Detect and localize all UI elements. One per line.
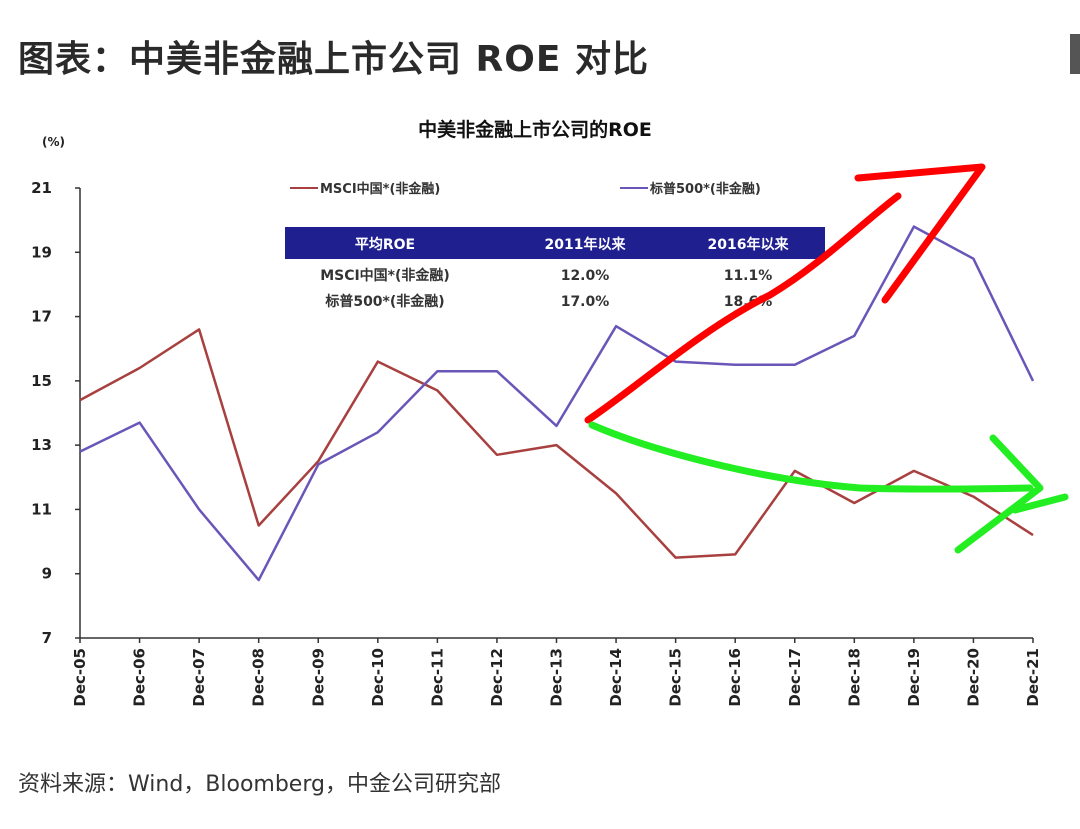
x-tick-label: Dec-11 [428, 648, 446, 707]
x-tick-label: Dec-09 [309, 648, 327, 707]
inset-table-header-bg [285, 227, 825, 259]
inset-table-row-msci-2011: 12.0% [561, 268, 610, 284]
green-arrow-head [954, 434, 1044, 554]
y-tick-label: 9 [42, 565, 52, 583]
inset-table-header-since-2016: 2016年以来 [708, 236, 790, 253]
legend-label-msci: MSCI中国*(非金融) [320, 181, 440, 197]
axes: 7 9 11 13 15 17 19 21 Dec-05 Dec-06 Dec-07 Dec-08 De… [31, 179, 1042, 707]
x-tick-label: Dec-10 [369, 648, 387, 707]
x-tick-label: Dec-13 [548, 648, 566, 707]
x-tick-label: Dec-14 [607, 648, 625, 707]
y-tick-label: 11 [31, 500, 52, 518]
x-tick-label: Dec-05 [71, 648, 89, 707]
x-tick-label: Dec-20 [964, 648, 982, 707]
inset-table-row-sp500-name: 标普500*(非金融) [324, 293, 444, 310]
series-lines [79, 225, 1035, 582]
green-arrow-extra-stroke [1011, 493, 1069, 514]
y-tick-label: 21 [31, 179, 52, 197]
edge-mark [1070, 34, 1080, 74]
x-tick-label: Dec-21 [1024, 648, 1042, 707]
green-arrow-shaft [588, 421, 1034, 493]
series-line-msci [79, 328, 1034, 559]
y-tick-label: 7 [42, 629, 52, 647]
red-arrow-shaft [584, 192, 902, 424]
x-tick-label: Dec-18 [845, 648, 863, 707]
x-tick-label: Dec-16 [726, 648, 744, 707]
series-line-sp500 [79, 225, 1035, 582]
x-tick-label: Dec-07 [190, 648, 208, 707]
source-note: 资料来源：Wind，Bloomberg，中金公司研究部 [18, 772, 501, 797]
inset-table-header-since-2011: 2011年以来 [545, 236, 627, 253]
y-tick-label: 15 [31, 372, 52, 390]
x-tick-label: Dec-12 [488, 648, 506, 707]
inset-table-row-msci-2016: 11.1% [724, 268, 773, 284]
inset-table-header-label: 平均ROE [355, 236, 415, 253]
y-tick-label: 13 [31, 436, 52, 454]
y-tick-label: 19 [31, 243, 52, 261]
figure-title: 图表：中美非金融上市公司 ROE 对比 [18, 39, 649, 80]
chart-title: 中美非金融上市公司的ROE [418, 118, 652, 141]
x-tick-label: Dec-08 [250, 648, 268, 707]
x-tick-label: Dec-19 [905, 648, 923, 707]
x-tick-label: Dec-17 [786, 648, 804, 707]
inset-table: 平均ROE 2011年以来 2016年以来 MSCI中国*(非金融) 12.0%… [285, 227, 825, 310]
y-tick-label: 17 [31, 308, 52, 326]
inset-table-row-msci-name: MSCI中国*(非金融) [320, 267, 450, 284]
hand-drawn-annotations [584, 163, 1069, 554]
red-arrow-head [854, 163, 986, 304]
legend: MSCI中国*(非金融) 标普500*(非金融) [290, 181, 761, 197]
y-axis-unit-label: (%) [42, 135, 65, 149]
inset-table-row-sp500-2011: 17.0% [561, 294, 610, 310]
legend-label-sp500: 标普500*(非金融) [649, 181, 761, 197]
x-tick-label: Dec-15 [667, 648, 685, 707]
x-tick-label: Dec-06 [131, 648, 149, 707]
